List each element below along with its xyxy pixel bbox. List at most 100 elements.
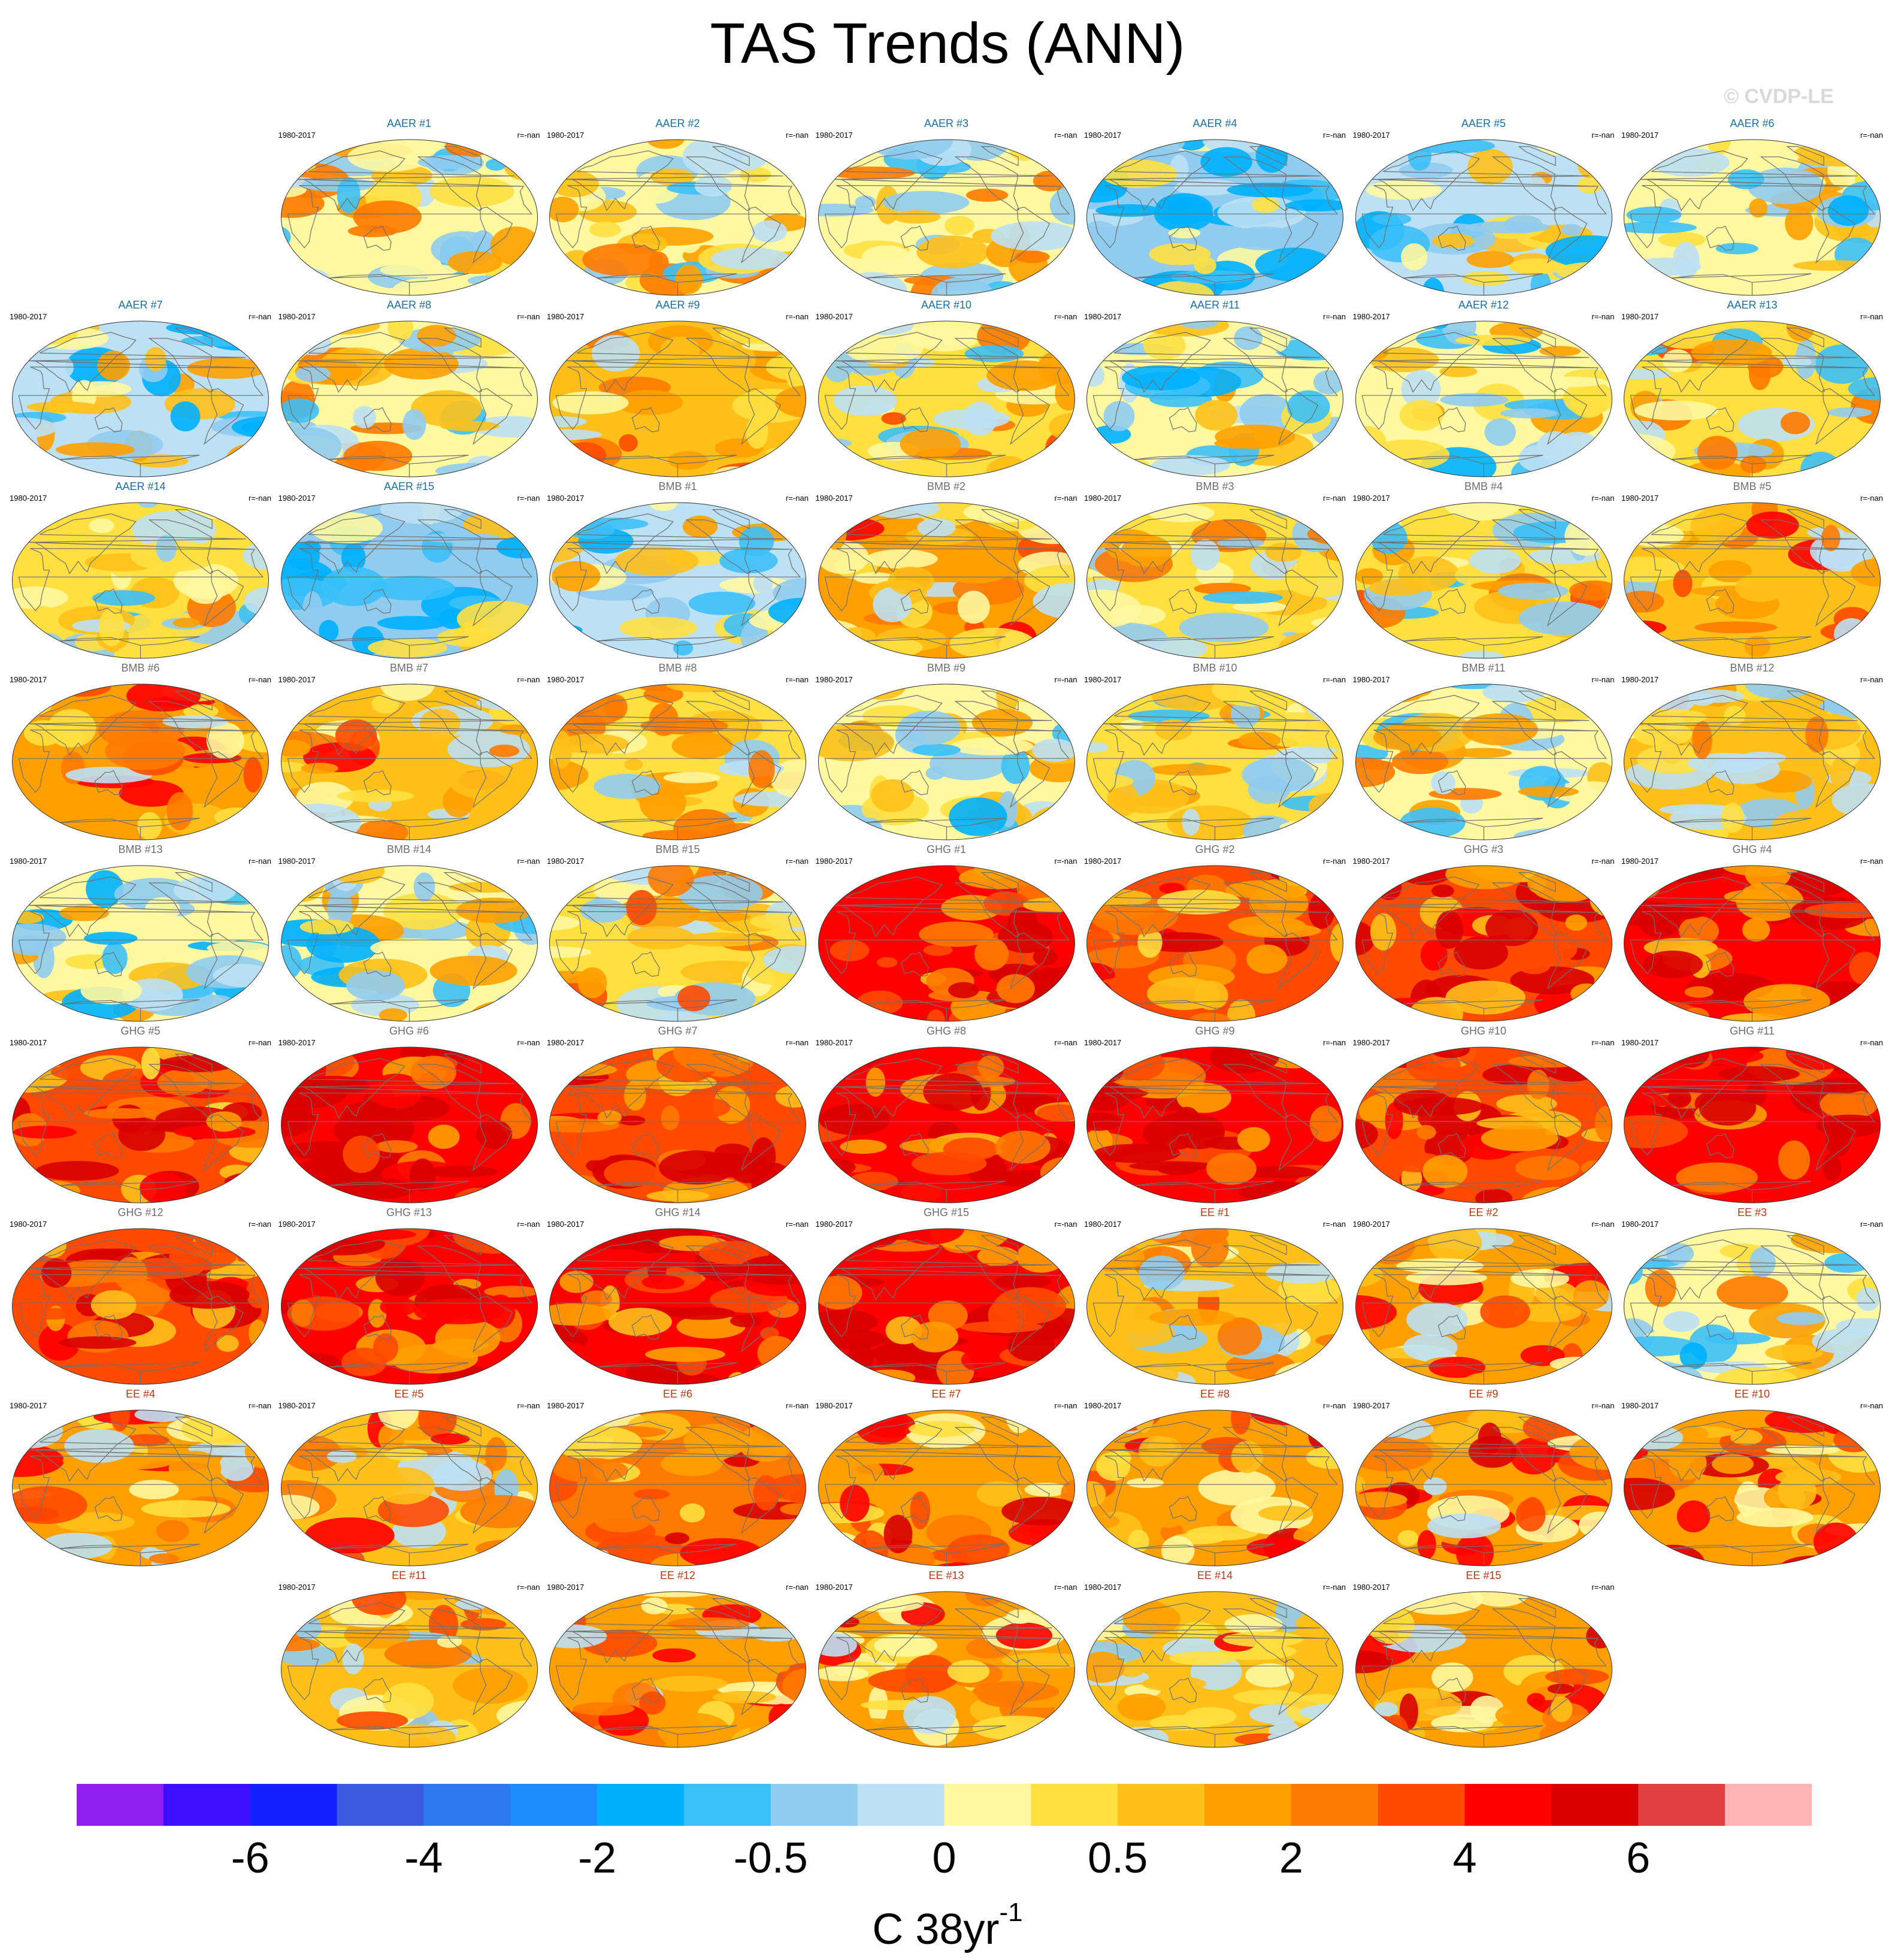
map-panel: GHG #6 1980-2017 r=-nan (279, 1025, 540, 1205)
panel-period: 1980-2017 (1084, 675, 1122, 684)
trend-map (549, 1591, 806, 1748)
panel-correlation: r=-nan (1591, 1038, 1615, 1047)
panel-title: AAER #1 (386, 117, 432, 129)
trend-map (549, 320, 806, 477)
colorbar-tick-label: 0.5 (1088, 1834, 1148, 1882)
panel-correlation: r=-nan (1860, 1038, 1883, 1047)
panel-period: 1980-2017 (1352, 1038, 1390, 1047)
map-panel: GHG #5 1980-2017 r=-nan (10, 1025, 271, 1205)
map-panel: BMB #5 1980-2017 r=-nan (1621, 480, 1883, 660)
panel-title: BMB #14 (386, 843, 432, 855)
panel-period: 1980-2017 (815, 1583, 853, 1592)
panel-period: 1980-2017 (1621, 494, 1659, 503)
trend-map (818, 320, 1075, 477)
panel-period: 1980-2017 (278, 1220, 316, 1229)
trend-map (1086, 1228, 1343, 1385)
trend-map (549, 865, 806, 1022)
panel-correlation: r=-nan (1323, 1583, 1346, 1592)
panel-correlation: r=-nan (249, 312, 271, 321)
colorbar-swatch (1464, 1784, 1552, 1826)
map-panel: BMB #10 1980-2017 r=-nan (1084, 662, 1346, 842)
panel-title: BMB #8 (658, 662, 697, 674)
panel-period: 1980-2017 (1621, 857, 1659, 866)
panel-period: 1980-2017 (1621, 675, 1659, 684)
panel-correlation: r=-nan (517, 675, 540, 684)
panel-title: BMB #3 (1195, 480, 1234, 492)
panel-period: 1980-2017 (547, 494, 585, 503)
panel-period: 1980-2017 (1084, 1583, 1122, 1592)
trend-map (549, 1046, 806, 1203)
panel-correlation: r=-nan (249, 1038, 271, 1047)
trend-map (280, 865, 538, 1022)
panel-title: BMB #2 (927, 480, 966, 492)
panel-title: AAER #4 (1192, 117, 1237, 129)
map-panel: AAER #5 1980-2017 r=-nan (1353, 117, 1615, 297)
panel-title: EE #15 (1466, 1569, 1502, 1581)
trend-map (1086, 139, 1343, 296)
panel-correlation: r=-nan (1591, 1401, 1615, 1410)
panel-period: 1980-2017 (278, 131, 316, 140)
map-panel: AAER #13 1980-2017 r=-nan (1621, 299, 1883, 479)
trend-map (1086, 320, 1343, 477)
map-panel: AAER #6 1980-2017 r=-nan (1621, 117, 1883, 297)
panel-period: 1980-2017 (278, 312, 316, 321)
trend-map (1624, 139, 1881, 296)
trend-map (818, 1409, 1075, 1566)
panel-title: GHG #1 (926, 843, 967, 855)
map-panel: EE #7 1980-2017 r=-nan (816, 1388, 1077, 1568)
colorbar-tick-label: -0.5 (733, 1834, 808, 1882)
panel-period: 1980-2017 (278, 857, 316, 866)
trend-map (1624, 683, 1881, 840)
panel-period: 1980-2017 (278, 1401, 316, 1410)
panel-correlation: r=-nan (1860, 857, 1883, 866)
panel-period: 1980-2017 (10, 494, 47, 503)
map-panel: EE #3 1980-2017 r=-nan (1621, 1206, 1883, 1386)
panel-period: 1980-2017 (815, 494, 853, 503)
trend-map (12, 1228, 269, 1385)
map-panel: EE #4 1980-2017 r=-nan (10, 1388, 271, 1568)
trend-map (549, 1228, 806, 1385)
panel-correlation: r=-nan (1591, 1583, 1615, 1592)
panel-period: 1980-2017 (1621, 1220, 1659, 1229)
colorbar-tick-label: 0 (932, 1834, 956, 1882)
panel-period: 1980-2017 (278, 1038, 316, 1047)
trend-map (12, 683, 269, 840)
trend-map (818, 1591, 1075, 1748)
colorbar-swatch (1551, 1784, 1639, 1826)
trend-map (1355, 865, 1612, 1022)
panel-correlation: r=-nan (1860, 1401, 1883, 1410)
map-panel: GHG #14 1980-2017 r=-nan (547, 1206, 809, 1386)
colorbar-swatch (770, 1784, 858, 1826)
trend-map (549, 683, 806, 840)
panel-title: AAER #2 (655, 117, 700, 129)
panel-correlation: r=-nan (249, 1220, 271, 1229)
panel-period: 1980-2017 (1352, 1220, 1390, 1229)
panel-period: 1980-2017 (10, 1038, 47, 1047)
panel-title: GHG #10 (1460, 1025, 1507, 1037)
panel-title: AAER #12 (1458, 299, 1509, 311)
trend-map (1624, 1046, 1881, 1203)
panel-period: 1980-2017 (1084, 494, 1122, 503)
panel-correlation: r=-nan (249, 1401, 271, 1410)
units-exponent: -1 (999, 1898, 1023, 1927)
panel-title: GHG #13 (386, 1206, 432, 1218)
colorbar-swatch (510, 1784, 598, 1826)
panel-title: GHG #4 (1732, 843, 1772, 855)
map-panel: BMB #9 1980-2017 r=-nan (816, 662, 1077, 842)
panel-title: AAER #8 (386, 299, 432, 311)
panel-title: GHG #14 (655, 1206, 701, 1218)
trend-map (1624, 502, 1881, 659)
colorbar-swatch (1204, 1784, 1292, 1826)
panel-correlation: r=-nan (1054, 131, 1077, 140)
panel-period: 1980-2017 (1084, 1401, 1122, 1410)
map-panel: EE #12 1980-2017 r=-nan (547, 1569, 809, 1749)
panel-correlation: r=-nan (786, 1038, 809, 1047)
panel-period: 1980-2017 (815, 1038, 853, 1047)
trend-map (1355, 320, 1612, 477)
map-panel: AAER #2 1980-2017 r=-nan (547, 117, 809, 297)
figure-title: TAS Trends (ANN) (710, 11, 1185, 75)
panel-period: 1980-2017 (278, 675, 316, 684)
panel-title: EE #2 (1469, 1206, 1499, 1218)
trend-map (1086, 1409, 1343, 1566)
map-panel: AAER #3 1980-2017 r=-nan (816, 117, 1077, 297)
